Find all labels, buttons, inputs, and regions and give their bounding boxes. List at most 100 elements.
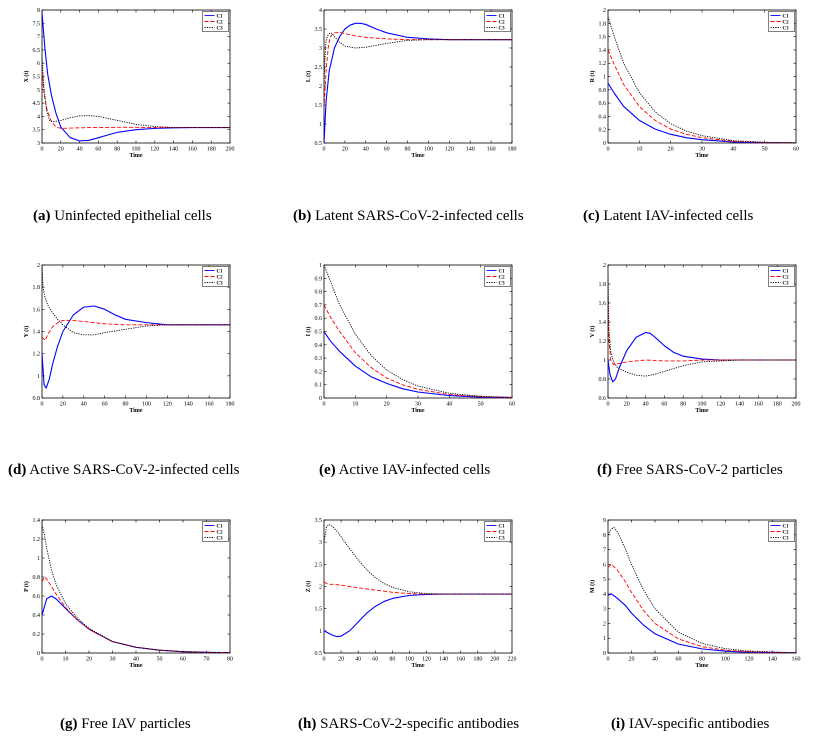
chart-a-ytick-label: 6.5 [33,48,41,54]
chart-c-ytick-label: 1.2 [599,61,607,67]
chart-g-ytick-label: 0.8 [33,575,41,581]
chart-c-ylabel: R (t) [589,71,596,83]
chart-h-ylabel: Z (t) [305,581,312,593]
chart-e-ytick-label: 0.5 [315,330,323,336]
chart-h-xtick-label: 200 [490,657,499,663]
chart-i-ytick-label: 6 [603,562,606,568]
chart-h-ytick-label: 2 [319,585,322,591]
caption-h-text: SARS-CoV-2-specific antibodies [320,716,520,732]
chart-b-ytick-label: 3.5 [315,27,323,33]
chart-e-legend-label-c1: C1 [499,269,506,274]
caption-b: (b) Latent SARS-CoV-2-infected cells [293,204,537,229]
chart-e-xtick-label: 40 [446,402,452,408]
chart-c-ytick-label: 0.2 [599,128,607,134]
chart-b-legend-label-c3: C3 [499,26,506,31]
chart-c-ytick-label: 1.8 [599,21,607,27]
chart-b-xtick-label: 160 [487,147,496,153]
chart-d-xtick-label: 180 [226,402,235,408]
chart-a-ylabel: X (t) [23,71,30,83]
chart-i-xtick-label: 80 [699,657,705,663]
caption-c: (c) Latent IAV-infected cells [583,204,823,229]
chart-a-xtick-label: 140 [169,147,178,153]
chart-i-legend-label-c2: C2 [783,530,790,535]
chart-e-ytick-label: 0.9 [315,276,323,282]
caption-c-text: Latent IAV-infected cells [603,208,754,224]
chart-e-ytick-label: 0.4 [315,343,323,349]
chart-b-xtick-label: 120 [445,147,454,153]
chart-c-series-c3 [608,16,796,143]
caption-f: (f) Free SARS-CoV-2 particles [597,458,831,483]
chart-f-xlabel: Time [695,408,709,414]
chart-f-xtick-label: 80 [680,402,686,408]
chart-d-ytick-label: 1.4 [33,330,41,336]
chart-e-legend-box [484,266,511,287]
chart-i-ylabel: M (t) [589,580,596,593]
chart-f-xtick-label: 40 [643,402,649,408]
chart-i-xtick-label: 0 [607,657,610,663]
chart-f-xtick-label: 200 [792,402,801,408]
chart-b-ytick-label: 1.5 [315,103,323,109]
chart-c-xtick-label: 60 [793,147,799,153]
chart-g-xtick-label: 40 [133,657,139,663]
chart-g-xtick-label: 10 [63,657,69,663]
chart-d-svg: 0 20 40 60 80 100 120 140 160 180 0.8 1 1.2 1.4 1.6 1.8… [23,263,235,414]
chart-a-legend-label-c2: C2 [217,20,224,25]
chart-e-ytick-label: 0.7 [315,303,323,309]
chart-d-ytick-label: 1.8 [33,285,41,291]
chart-i-legend-label-c3: C3 [783,536,790,541]
chart-e-xtick-label: 10 [352,402,358,408]
chart-c-legend-label-c2: C2 [783,20,790,25]
caption-e-text: Active IAV-infected cells [338,462,491,478]
caption-b-tag: (b) [293,208,312,224]
caption-i-tag: (i) [611,716,626,732]
chart-d-xtick-label: 40 [81,402,87,408]
chart-c-ytick-label: 1 [603,75,606,81]
chart-e-series-c1 [324,331,512,398]
chart-i-xtick-label: 40 [652,657,658,663]
chart-i-xtick-label: 140 [768,657,777,663]
chart-d-legend-label-c1: C1 [217,269,224,274]
chart-e-legend-label-c2: C2 [499,275,506,280]
chart-i-xtick-label: 20 [629,657,635,663]
chart-f-ytick-label: 0.6 [599,396,607,402]
chart-f-legend-label-c2: C2 [783,275,790,280]
chart-g-ylabel: P (t) [23,581,30,592]
chart-c-legend-box [768,11,795,32]
chart-b-xtick-label: 0 [323,147,326,153]
chart-h-xtick-label: 220 [508,657,517,663]
chart-g-legend-label-c3: C3 [217,536,224,541]
chart-b-legend-label-c2: C2 [499,20,506,25]
chart-e-ytick-label: 0.8 [315,290,323,296]
chart-i-xtick-label: 60 [676,657,682,663]
chart-a-series-c2 [42,71,230,129]
chart-d-xtick-label: 140 [184,402,193,408]
chart-f-legend-label-c3: C3 [783,281,790,286]
chart-f-xtick-label: 60 [661,402,667,408]
chart-d-frame [41,264,231,399]
chart-c-svg: 0 10 20 30 40 50 60 0 0.2 0.4 0.6 0.8 1 1.2 1.4 1.6 1.8 2… [589,8,799,159]
chart-f-ytick-label: 1.4 [599,320,607,326]
chart-a-ytick-label: 4.5 [33,101,41,107]
chart-a-xtick-label: 100 [132,147,141,153]
chart-a-ytick-label: 4 [37,114,40,120]
chart-a-series-c1 [42,12,230,142]
chart-f-xtick-label: 140 [735,402,744,408]
caption-h: (h) SARS-CoV-2-specific antibodies [298,712,558,737]
chart-g-xtick-label: 70 [204,657,210,663]
chart-e-series-c2 [324,304,512,398]
caption-g: (g) Free IAV particles [60,712,300,737]
panel-c: 0 10 20 30 40 50 60 0 0.2 0.4 0.6 0.8 1 1.2 1.4 1.6 1.8 2… [566,0,811,170]
chart-b-xtick-label: 40 [363,147,369,153]
chart-g-xtick-label: 30 [110,657,116,663]
chart-i-ytick-label: 9 [603,518,606,524]
chart-b-frame [323,9,513,144]
caption-g-tag: (g) [60,716,78,732]
chart-a-ytick-label: 3.5 [33,128,41,134]
chart-b-svg: 0 20 40 60 80 100 120 140 160 180 0.5 1 1.5 2 2.5 3 3.5 4… [305,8,517,159]
chart-b-ytick-label: 2 [319,84,322,90]
chart-i-ytick-label: 1 [603,636,606,642]
chart-h-xtick-label: 120 [422,657,431,663]
chart-b-legend-box [484,11,511,32]
chart-a-legend-box [202,11,229,32]
chart-c-xtick-label: 20 [668,147,674,153]
